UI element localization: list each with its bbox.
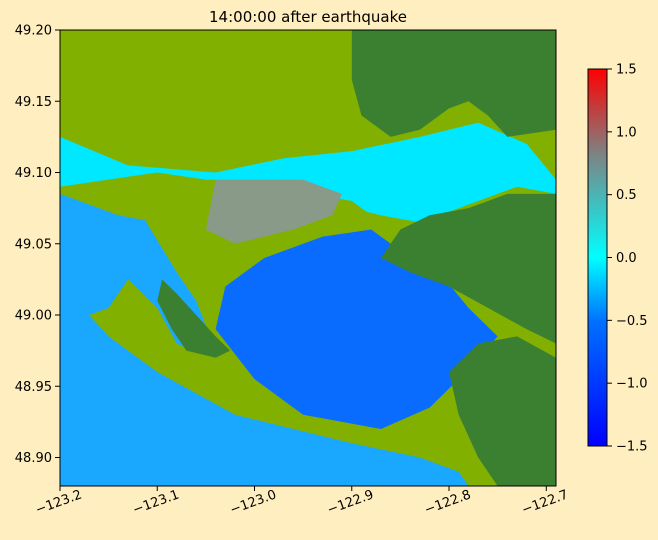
y-tick-label: 48.90 xyxy=(15,451,52,466)
region-strait-water xyxy=(60,136,469,486)
heatmap-layer xyxy=(60,30,556,486)
x-tick-label: −122.9 xyxy=(325,487,375,518)
region-surrey-highland xyxy=(351,30,556,137)
axes-frame xyxy=(59,29,557,487)
y-tick-label: 49.10 xyxy=(15,166,52,181)
x-tick-label: −123.1 xyxy=(131,487,181,518)
y-tick-label: 49.05 xyxy=(15,237,52,252)
colorbar-tick-label: 0.0 xyxy=(616,251,637,266)
x-tick-label: −123.0 xyxy=(228,487,278,518)
y-tick-label: 48.95 xyxy=(15,380,52,395)
colorbar-tick-label: 1.0 xyxy=(616,125,637,140)
x-tick-label: −122.7 xyxy=(520,487,570,518)
region-white-rock-highland xyxy=(380,193,556,344)
colorbar-tick-label: −0.5 xyxy=(616,314,648,329)
y-axis: 48.90 48.95 49.00 49.05 49.10 49.15 49.20 xyxy=(15,24,60,466)
colorbar-gradient xyxy=(587,68,608,447)
colorbar-tick-label: 0.5 xyxy=(616,188,637,203)
chart-title: 14:00:00 after earthquake xyxy=(209,8,407,26)
y-tick-label: 49.00 xyxy=(15,309,52,324)
region-delta-lowland-north xyxy=(60,30,323,159)
region-semiahmoo-highland xyxy=(449,336,556,486)
y-tick-label: 49.20 xyxy=(15,24,52,39)
colorbar-tick-label: 1.5 xyxy=(616,63,637,78)
x-tick-label: −122.8 xyxy=(423,487,473,518)
region-boundary-bay-deep xyxy=(215,229,498,429)
x-tick-label: −123.2 xyxy=(34,487,84,518)
colorbar-tick-label: −1.5 xyxy=(616,440,648,455)
y-tick-label: 49.15 xyxy=(15,95,52,110)
region-marsh-grey-zone xyxy=(205,179,342,244)
x-axis: −123.2 −123.1 −123.0 −122.9 −122.8 −122.7 xyxy=(34,486,570,518)
colorbar-tick-label: −1.0 xyxy=(616,377,648,392)
colorbar: −1.5 −1.0 −0.5 0.0 0.5 1.0 1.5 xyxy=(587,63,648,455)
region-tsawwassen-peninsula xyxy=(157,279,231,358)
